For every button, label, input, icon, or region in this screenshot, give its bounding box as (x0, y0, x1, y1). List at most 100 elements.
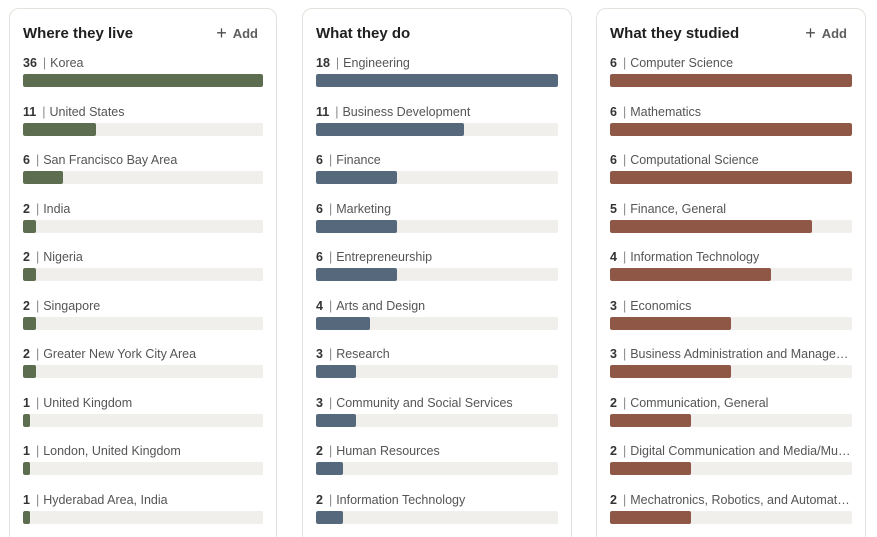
bar-category-label: Hyderabad Area, India (43, 492, 168, 507)
bar-category-label: United Kingdom (43, 395, 133, 410)
bar-row: 4 | Arts and Design (316, 297, 558, 346)
bar-category-label: Mechatronics, Robotics, and Automation (630, 492, 852, 507)
bar-list: 18 | Engineering 11 | Business Development 6 | F… (316, 54, 558, 537)
bar-track[interactable] (610, 413, 852, 427)
bar-track[interactable] (23, 122, 263, 136)
bar-row: 3 | Economics (610, 297, 852, 346)
bar (23, 365, 37, 378)
bar-category-label: Business Administration and Management (630, 347, 852, 361)
bar-row: 2 | India (23, 200, 263, 249)
bar-track[interactable] (316, 510, 558, 524)
bar-track[interactable] (610, 74, 852, 87)
bar-value-label: 6 (316, 153, 323, 167)
bar-track[interactable] (316, 219, 558, 233)
bar-row: 1 | London, United Kingdom (23, 442, 263, 491)
bar (610, 268, 772, 281)
bar-value-label: 6 (316, 201, 323, 216)
bar-row: 2 | Human Resources (316, 442, 558, 491)
bar-label: 18 | Engineering (316, 56, 410, 70)
bar-value-label: 4 (316, 298, 323, 313)
bar-track[interactable] (610, 365, 852, 378)
bar-value-label: 6 (610, 153, 617, 167)
bar-value-label: 6 (316, 250, 323, 264)
bar-track[interactable] (23, 219, 263, 233)
bar-track[interactable] (23, 365, 263, 378)
bar-value-label: 2 (610, 395, 617, 410)
bar-row: 18 | Engineering (316, 54, 558, 103)
bar-row: 3 | Community and Social Services (316, 394, 558, 443)
bar-row: 36 | Korea (23, 54, 263, 103)
bar-track[interactable] (316, 365, 558, 378)
bar-value-label: 36 (23, 56, 37, 70)
bar (23, 268, 37, 281)
bar (23, 219, 37, 233)
bar-value-label: 6 (610, 104, 617, 119)
bar-value-label: 18 (316, 56, 330, 70)
bar-track[interactable] (23, 462, 263, 475)
bar-category-label: Finance, General (630, 201, 727, 216)
bar-label: 3 | Business Administration and Management (610, 347, 852, 361)
bar-label: 36 | Korea (23, 56, 84, 70)
card-title: What they do (316, 24, 411, 42)
bar-track[interactable] (316, 74, 558, 87)
bar-track[interactable] (316, 268, 558, 281)
bar-track[interactable] (316, 316, 558, 330)
bar-value-label: 5 (610, 201, 617, 216)
bar-label: 2|Digital Communication and Media/Multim… (610, 444, 852, 458)
bar-track[interactable] (23, 171, 263, 184)
bar-track[interactable] (610, 268, 852, 281)
bar-track[interactable] (316, 171, 558, 184)
bar-category-label: Mathematics (630, 104, 702, 119)
bar-track[interactable] (23, 268, 263, 281)
bar-value-label: 11 (316, 104, 330, 119)
bar-label: 6 | Computer Science (610, 56, 734, 70)
bar (316, 413, 357, 427)
bar-row: 6 | Computer Science (610, 54, 852, 103)
bar (610, 122, 852, 136)
bar (316, 462, 343, 475)
bar-track[interactable] (610, 122, 852, 136)
bar-value-label: 1 (23, 492, 30, 507)
bar-track[interactable] (316, 122, 558, 136)
bar-row: 2|Digital Communication and Media/Multim… (610, 442, 852, 491)
bar-list: 36 | Korea 11 | United States 6 | San Francisco … (23, 54, 263, 537)
add-button-label: Add (232, 25, 258, 41)
bar-track[interactable] (23, 316, 263, 330)
bar-value-label: 6 (23, 153, 30, 167)
bar (23, 413, 30, 427)
add-button[interactable]: + Add (805, 24, 847, 42)
bar-row: 2 | Singapore (23, 297, 263, 346)
bar-row: 2 | Nigeria (23, 248, 263, 297)
bar-value-label: 2 (23, 347, 30, 361)
bar-track[interactable] (610, 171, 852, 184)
bar-row: 4 | Information Technology (610, 248, 852, 297)
bar-category-label: Research (336, 347, 390, 361)
add-button[interactable]: + Add (216, 24, 258, 42)
bar-label: 11 | United States (23, 104, 125, 119)
bar-track[interactable] (23, 413, 263, 427)
bar (316, 510, 343, 524)
bar-track[interactable] (610, 462, 852, 475)
bar-track[interactable] (316, 413, 558, 427)
bar-track[interactable] (610, 219, 852, 233)
bar-row: 2 | Greater New York City Area (23, 345, 263, 394)
bar-label: 4 | Arts and Design (316, 298, 426, 313)
bar-track[interactable] (610, 510, 852, 524)
bar-row: 2 | Information Technology (316, 491, 558, 537)
bar-track[interactable] (610, 316, 852, 330)
bar-track[interactable] (23, 510, 263, 524)
bar-label: 11 | Business Development (316, 104, 471, 119)
bar-value-label: 2 (23, 250, 30, 264)
bar (316, 268, 397, 281)
bar-value-label: 6 (610, 56, 617, 70)
bar-label: 1 | London, United Kingdom (23, 444, 181, 458)
bar-value-label: 3 (610, 298, 617, 313)
bar (316, 316, 370, 330)
bar-category-label: Human Resources (336, 444, 440, 458)
bar-value-label: 2 (610, 492, 617, 507)
bar-category-label: Nigeria (43, 250, 83, 264)
bar-track[interactable] (23, 74, 263, 87)
bar-track[interactable] (316, 462, 558, 475)
card-header: What they studied + Add (610, 20, 847, 46)
bar-category-label: Computational Science (630, 153, 759, 167)
